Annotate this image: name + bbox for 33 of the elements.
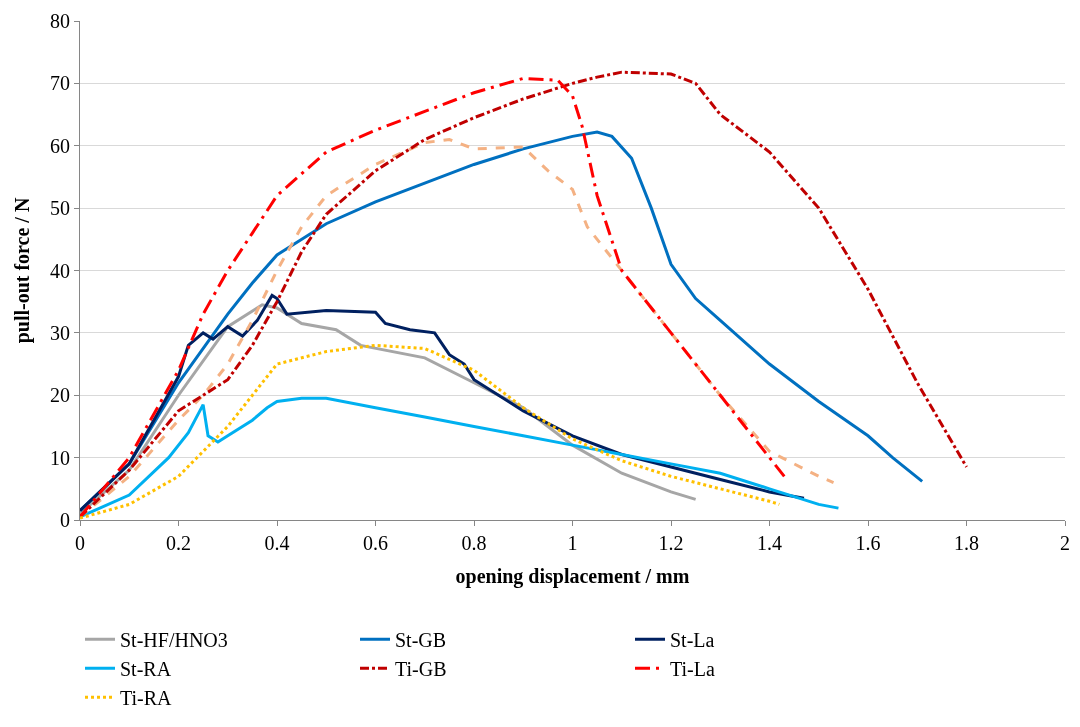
legend-label: Ti-RA xyxy=(120,687,173,710)
y-tick-label: 20 xyxy=(50,384,70,407)
y-tick-label: 60 xyxy=(50,134,70,157)
y-tick-label: 10 xyxy=(50,446,70,469)
y-axis-title: pull-out force / N xyxy=(10,197,34,344)
legend-label: St-RA xyxy=(120,658,172,681)
y-tick-label: 80 xyxy=(50,10,70,32)
y-tick-label: 70 xyxy=(50,72,70,95)
y-tick-label: 0 xyxy=(60,509,70,531)
x-tick-label: 1.6 xyxy=(855,532,881,554)
x-tick-label: 1 xyxy=(567,532,578,554)
legend-label: Ti-GB xyxy=(395,658,447,681)
line-series xyxy=(80,76,786,519)
line-series xyxy=(80,343,781,520)
x-tick-label: 0.6 xyxy=(363,532,388,554)
x-tick-label: 0 xyxy=(75,532,85,554)
legend-label: St-La xyxy=(670,629,715,652)
x-tick-label: 0.2 xyxy=(166,532,191,554)
y-tick-label: 30 xyxy=(50,321,70,344)
x-tick-label: 1.8 xyxy=(954,532,979,554)
x-tick-label: 2 xyxy=(1060,532,1070,554)
x-tick-label: 1.2 xyxy=(658,532,684,554)
legend-label: St-GB xyxy=(395,629,447,652)
line-series xyxy=(80,396,840,519)
line-series xyxy=(80,70,968,519)
x-axis-title: opening displacement / mm xyxy=(455,564,690,588)
y-tick-label: 50 xyxy=(50,197,70,220)
x-tick-label: 0.8 xyxy=(461,532,487,554)
legend-label: St-HF/HNO3 xyxy=(120,629,228,652)
legend-label: Ti-La xyxy=(670,658,715,681)
x-tick-label: 0.4 xyxy=(264,532,290,554)
y-tick-label: 40 xyxy=(50,259,70,282)
x-tick-label: 1.4 xyxy=(757,532,782,554)
